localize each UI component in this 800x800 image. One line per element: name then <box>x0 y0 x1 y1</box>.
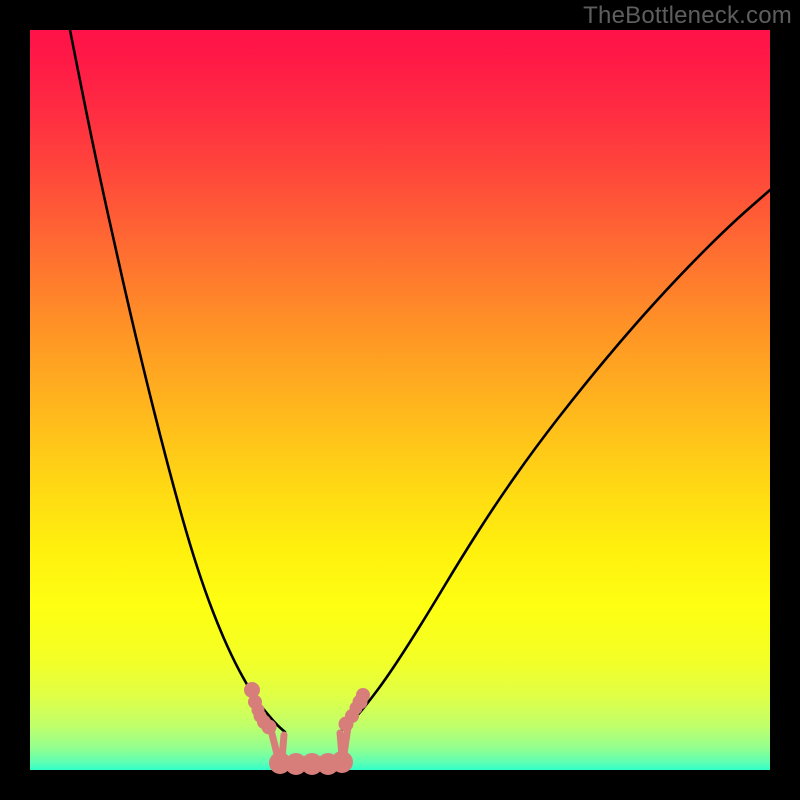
marker-right <box>356 688 370 702</box>
plot-area <box>30 30 770 770</box>
chart-frame: TheBottleneck.com <box>0 0 800 800</box>
chart-overlay <box>30 30 770 770</box>
marker-layer <box>244 682 370 775</box>
marker-left <box>262 720 277 735</box>
curve-layer <box>70 30 770 732</box>
watermark-text: TheBottleneck.com <box>583 2 792 30</box>
curve-right <box>340 190 770 732</box>
marker-bottom <box>331 751 353 773</box>
curve-left <box>70 30 285 732</box>
